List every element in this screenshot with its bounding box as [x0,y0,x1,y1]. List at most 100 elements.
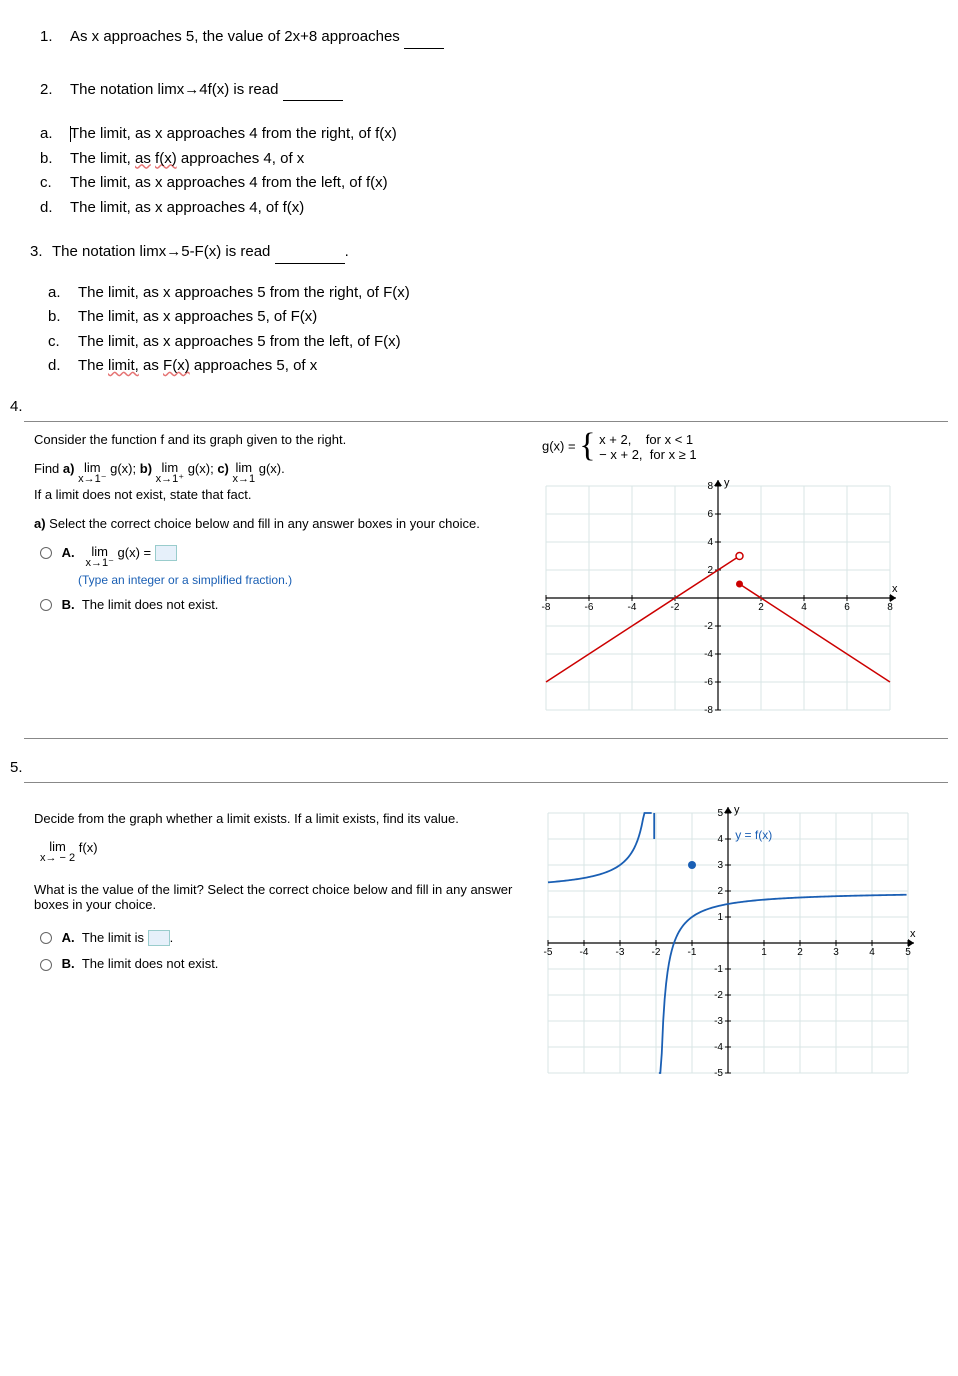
svg-text:3: 3 [833,947,839,958]
q4-nolimit: If a limit does not exist, state that fa… [34,487,518,502]
q5-left: Decide from the graph whether a limit ex… [34,793,518,1093]
q4-a-text: Select the correct choice below and fill… [46,516,480,531]
q4-graph: -8-6-4-22468-8-6-4-22468xy [528,468,948,728]
q4-gx-rows: x + 2, for x < 1 − x + 2, for x ≥ 1 [599,432,696,462]
subpart-label: c) [217,461,232,476]
q4-find: Find a) limx→1⁻ g(x); b) limx→1⁺ g(x); c… [34,461,518,485]
option-label: c. [48,331,78,354]
q4-gx-c1: for x < 1 [646,432,693,447]
svg-text:5: 5 [717,808,723,819]
subpart-label: a) [63,461,78,476]
q4-gx-c2: for x ≥ 1 [650,447,697,462]
brace-icon: { [579,436,595,456]
option-label: a. [48,282,78,305]
svg-text:-5: -5 [714,1068,723,1079]
q5-optA-radio[interactable] [40,932,52,944]
svg-text:-8: -8 [542,602,551,613]
svg-text:-6: -6 [585,602,594,613]
svg-text:5: 5 [905,947,911,958]
q4-gx-r1: x + 2, [599,432,631,447]
svg-text:y: y [724,477,730,489]
q3-blank[interactable] [275,249,345,264]
option-text: The limit, as x approaches 4, of f(x) [70,197,304,220]
svg-text:-1: -1 [688,947,697,958]
q4-left: Consider the function f and its graph gi… [34,432,518,728]
spellcheck-marked-text: as [135,150,151,167]
limit-expr: limx→1⁻ [78,461,106,485]
q5-optB-row: B. The limit does not exist. [40,956,518,971]
svg-text:6: 6 [707,509,713,520]
option-text: The limit, as x approaches 4 from the ri… [70,123,397,146]
svg-text:3: 3 [717,860,723,871]
q4-optB-row: B. The limit does not exist. [40,597,518,612]
svg-text:-4: -4 [704,649,713,660]
svg-text:1: 1 [761,947,767,958]
spellcheck-marked-text: f(x) [155,150,177,167]
q5-graph: -5-4-3-2-112345-5-4-3-2-112345xyy = f(x) [528,793,948,1093]
q4-box: Consider the function f and its graph gi… [24,421,948,739]
q3-tail: . [345,243,349,260]
svg-text:-4: -4 [714,1042,723,1053]
q4-number: 4. [10,398,948,415]
q2-text: The notation limx→4f(x) is read [70,81,283,98]
svg-text:2: 2 [758,602,764,613]
q4-optB-text: The limit does not exist. [82,597,219,612]
subpart-label: b) [140,461,156,476]
q1-body: As x approaches 5, the value of 2x+8 app… [70,26,948,49]
option-text: The limit, as x approaches 5 from the ri… [78,282,410,305]
option-label: d. [48,355,78,378]
q4-a-instr: a) Select the correct choice below and f… [34,516,518,531]
svg-text:y: y [734,804,740,816]
option-text: The limit, as x approaches 5, of F(x) [78,306,317,329]
svg-text:8: 8 [887,602,893,613]
q5-optA-label: A. [62,930,75,945]
svg-text:-2: -2 [671,602,680,613]
q1-blank[interactable] [404,34,444,49]
q4-optA-lim: limx→1⁻ [85,545,113,569]
option-text: The limit, as F(x) approaches 5, of x [78,355,317,378]
svg-text:1: 1 [717,912,723,923]
svg-text:-3: -3 [616,947,625,958]
q4-gx-lhs: g(x) = [542,438,579,453]
svg-text:-8: -8 [704,705,713,716]
option-row: c.The limit, as x approaches 5 from the … [48,331,948,354]
option-row: b.The limit, as x approaches 5, of F(x) [48,306,948,329]
q4-gx-r2: − x + 2, [599,447,642,462]
svg-text:2: 2 [717,886,723,897]
q5-optB-radio[interactable] [40,959,52,971]
q4-gx-def: g(x) = { x + 2, for x < 1 − x + 2, for x… [542,432,948,462]
svg-text:-2: -2 [704,621,713,632]
svg-text:-3: -3 [714,1016,723,1027]
limit-expr: limx→1⁺ [156,461,184,485]
q5-ask: What is the value of the limit? Select t… [34,882,518,912]
q3-body: The notation limx→5-F(x) is read . [52,241,948,264]
svg-text:6: 6 [844,602,850,613]
q4-optA-label: A. [62,545,75,560]
spellcheck-marked-text: F(x) [163,357,190,374]
option-label: b. [48,306,78,329]
q2-number: 2. [40,79,70,102]
q5-box: Decide from the graph whether a limit ex… [24,782,948,1103]
svg-text:-4: -4 [580,947,589,958]
q3-number: 3. [30,241,52,264]
svg-text:y = f(x): y = f(x) [735,828,772,842]
q4-optA-radio[interactable] [40,547,52,559]
q5-optB-text: The limit does not exist. [82,956,219,971]
q4-optA-eq: g(x) = [114,545,155,560]
q2-blank[interactable] [283,86,343,101]
q5-optA-answer-input[interactable] [148,930,170,946]
q5-optA-text: The limit is [82,930,148,945]
svg-text:-6: -6 [704,677,713,688]
option-row: d.The limit, as x approaches 4, of f(x) [40,197,948,220]
q5-right: -5-4-3-2-112345-5-4-3-2-112345xyy = f(x) [528,793,948,1093]
q2-body: The notation limx→4f(x) is read [70,79,948,102]
svg-text:-5: -5 [544,947,553,958]
q4-find-pre: Find [34,461,63,476]
q4-optA-answer-input[interactable] [155,545,177,561]
svg-text:-2: -2 [714,990,723,1001]
svg-text:4: 4 [707,537,713,548]
q4-optB-radio[interactable] [40,599,52,611]
option-label: b. [40,148,70,171]
option-text: The limit, as x approaches 4 from the le… [70,172,388,195]
text-cursor-icon [70,126,71,143]
